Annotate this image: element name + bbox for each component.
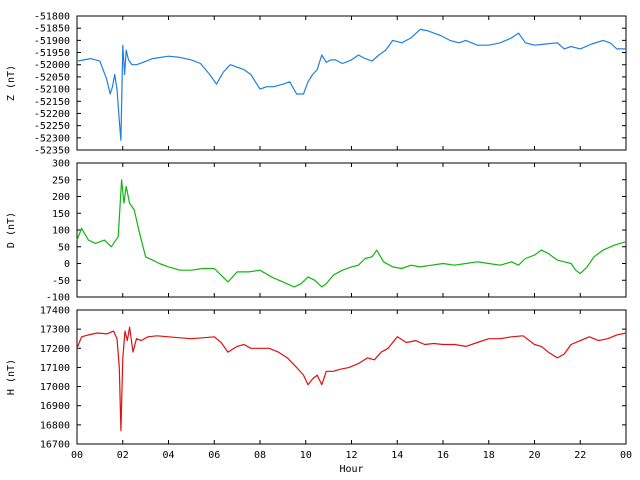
- h-ytick-label: 17100: [40, 363, 70, 374]
- h-xtick-label: 10: [300, 450, 312, 461]
- z-ytick-label: -52300: [34, 133, 70, 144]
- h-xtick-label: 00: [620, 450, 632, 461]
- z-ytick-label: -52000: [34, 60, 70, 71]
- z-ytick-label: -52100: [34, 85, 70, 96]
- z-panel: -51800-51850-51900-51950-52000-52050 -521…: [6, 12, 627, 157]
- z-ytick-label: -51950: [34, 48, 70, 59]
- h-xtick-label: 06: [208, 450, 220, 461]
- d-ytick-label: 100: [52, 226, 70, 237]
- d-ytick-label: 150: [52, 209, 70, 220]
- h-xtick-label: 08: [254, 450, 266, 461]
- z-ytick-label: -52050: [34, 72, 70, 83]
- h-xtick-label: 04: [162, 450, 174, 461]
- d-plot-frame: [76, 162, 627, 298]
- h-ytick-label: 17300: [40, 325, 70, 336]
- h-series-line: [76, 326, 627, 432]
- h-y-axis-label: H (nT): [6, 359, 17, 395]
- z-ytick-label: -52150: [34, 97, 70, 108]
- h-ytick-label: 16700: [40, 440, 70, 451]
- h-ytick-label: 17200: [40, 344, 70, 355]
- h-xtick-label: 16: [437, 450, 449, 461]
- d-ytick-label: 300: [52, 159, 70, 170]
- d-ytick-label: 250: [52, 175, 70, 186]
- z-plot-frame: [76, 15, 627, 151]
- h-panel: 17400 17300 17200 17100 17000 16900 16800 16700…: [6, 306, 632, 476]
- z-ytick-label: -51800: [34, 12, 70, 23]
- h-xtick-label: 20: [528, 450, 540, 461]
- x-axis-label: Hour: [339, 464, 363, 475]
- d-panel: 300 250 200 150 100 50 0 -50 -100 D (nT): [6, 159, 627, 304]
- h-ytick-label: 16800: [40, 420, 70, 431]
- h-xtick-label: 12: [345, 450, 357, 461]
- z-y-axis-label: Z (nT): [6, 65, 17, 101]
- z-ytick-label: -52200: [34, 109, 70, 120]
- d-ytick-label: 0: [64, 259, 70, 270]
- d-y-axis-label: D (nT): [6, 212, 17, 248]
- h-plot-frame: [76, 309, 627, 445]
- z-ytick-label: -51850: [34, 24, 70, 35]
- d-ytick-label: -100: [46, 293, 70, 304]
- h-xtick-label: 14: [391, 450, 403, 461]
- d-ytick-label: 200: [52, 192, 70, 203]
- h-ytick-label: 17400: [40, 306, 70, 317]
- d-ytick-label: 50: [58, 242, 70, 253]
- h-ytick-label: 16900: [40, 401, 70, 412]
- z-ytick-label: -51900: [34, 36, 70, 47]
- z-series-line: [76, 28, 626, 141]
- z-ytick-label: -52350: [34, 146, 70, 157]
- h-xtick-label: 00: [71, 450, 83, 461]
- d-series-line: [76, 179, 627, 288]
- z-ytick-label: -52250: [34, 121, 70, 132]
- h-xtick-label: 18: [483, 450, 495, 461]
- h-xtick-label: 22: [574, 450, 586, 461]
- h-xtick-label: 02: [117, 450, 129, 461]
- h-ytick-label: 17000: [40, 382, 70, 393]
- d-ytick-label: -50: [52, 276, 70, 287]
